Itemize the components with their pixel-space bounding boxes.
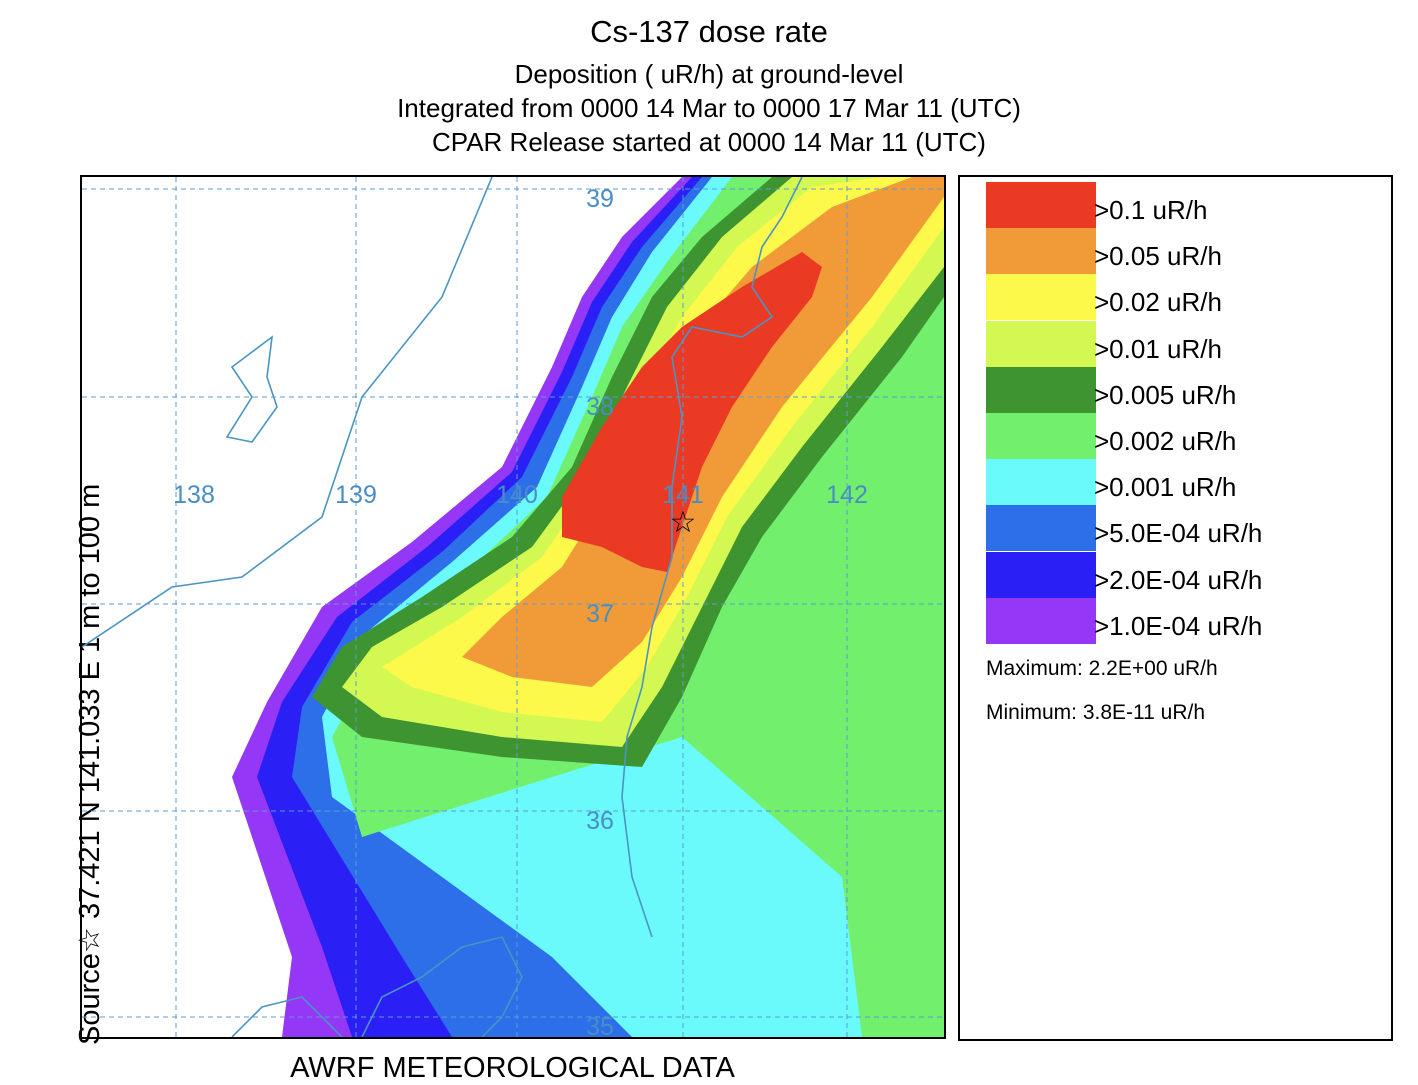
legend-swatch [986,366,1096,413]
legend-item: >0.002 uR/h [986,413,1386,459]
longitude-label: 141 [662,481,704,509]
longitude-label: 139 [335,481,377,509]
legend-item: >0.005 uR/h [986,366,1386,413]
legend-label: >2.0E-04 uR/h [1094,564,1263,595]
latitude-label: 36 [586,807,614,835]
source-star-icon: ☆ [670,505,697,540]
legend-item: >0.001 uR/h [986,459,1386,506]
legend-maximum: Maximum: 2.2E+00 uR/h [986,657,1218,680]
legend-label: >0.001 uR/h [1094,472,1237,503]
legend-swatch [986,551,1096,598]
map-canvas: 138 139 140 141 142 39 38 37 36 35 ☆ [82,177,944,1037]
legend-label: >0.01 uR/h [1094,333,1222,364]
meteorological-data-label: AWRF METEOROLOGICAL DATA [290,1052,735,1084]
chart-subtitle-deposition: Deposition ( uR/h) at ground-level [514,59,904,89]
legend-label: >0.1 uR/h [1094,195,1208,225]
legend-item: >2.0E-04 uR/h [986,551,1386,598]
legend-label: >1.0E-04 uR/h [1094,610,1263,641]
legend: >0.1 uR/h >0.05 uR/h >0.02 uR/h >0.01 uR/h >… [958,175,1393,1041]
latitude-label: 39 [586,185,614,213]
longitude-label: 138 [173,481,215,509]
latitude-label: 35 [586,1013,614,1037]
legend-item: >0.01 uR/h [986,320,1386,367]
chart-title: Cs-137 dose rate [590,14,828,49]
legend-swatch [986,182,1096,228]
legend-item: >0.05 uR/h [986,228,1386,275]
legend-minimum: Minimum: 3.8E-11 uR/h [986,701,1206,724]
latitude-label: 38 [586,393,614,421]
legend-label: >0.02 uR/h [1094,287,1222,318]
legend-swatch [986,505,1096,552]
legend-swatch [986,459,1096,506]
legend-swatch [986,413,1096,459]
legend-swatch [986,597,1096,644]
latitude-label: 37 [586,600,614,628]
chart-subtitle-integration: Integrated from 0000 14 Mar to 0000 17 M… [397,93,1021,123]
coastline [82,177,803,1037]
legend-label: >0.002 uR/h [1094,426,1237,456]
legend-swatch [986,228,1096,275]
legend-item: >5.0E-04 uR/h [986,505,1386,552]
legend-item: >0.02 uR/h [986,274,1386,321]
dose-map: 138 139 140 141 142 39 38 37 36 35 ☆ [80,175,946,1039]
chart-subtitle-release: CPAR Release started at 0000 14 Mar 11 (… [432,127,986,157]
legend-swatch [986,274,1096,321]
legend-label: >0.05 uR/h [1094,241,1222,272]
graticule-labels: 138 139 140 141 142 39 38 37 36 35 [173,185,868,1037]
legend-swatch [986,320,1096,367]
longitude-label: 140 [496,481,538,509]
longitude-label: 142 [826,481,868,509]
legend-label: >0.005 uR/h [1094,379,1237,410]
plume-band-1e-1 [562,252,822,572]
legend-item: >0.1 uR/h [986,182,1386,228]
legend-label: >5.0E-04 uR/h [1094,518,1263,549]
legend-item: >1.0E-04 uR/h [986,597,1386,644]
